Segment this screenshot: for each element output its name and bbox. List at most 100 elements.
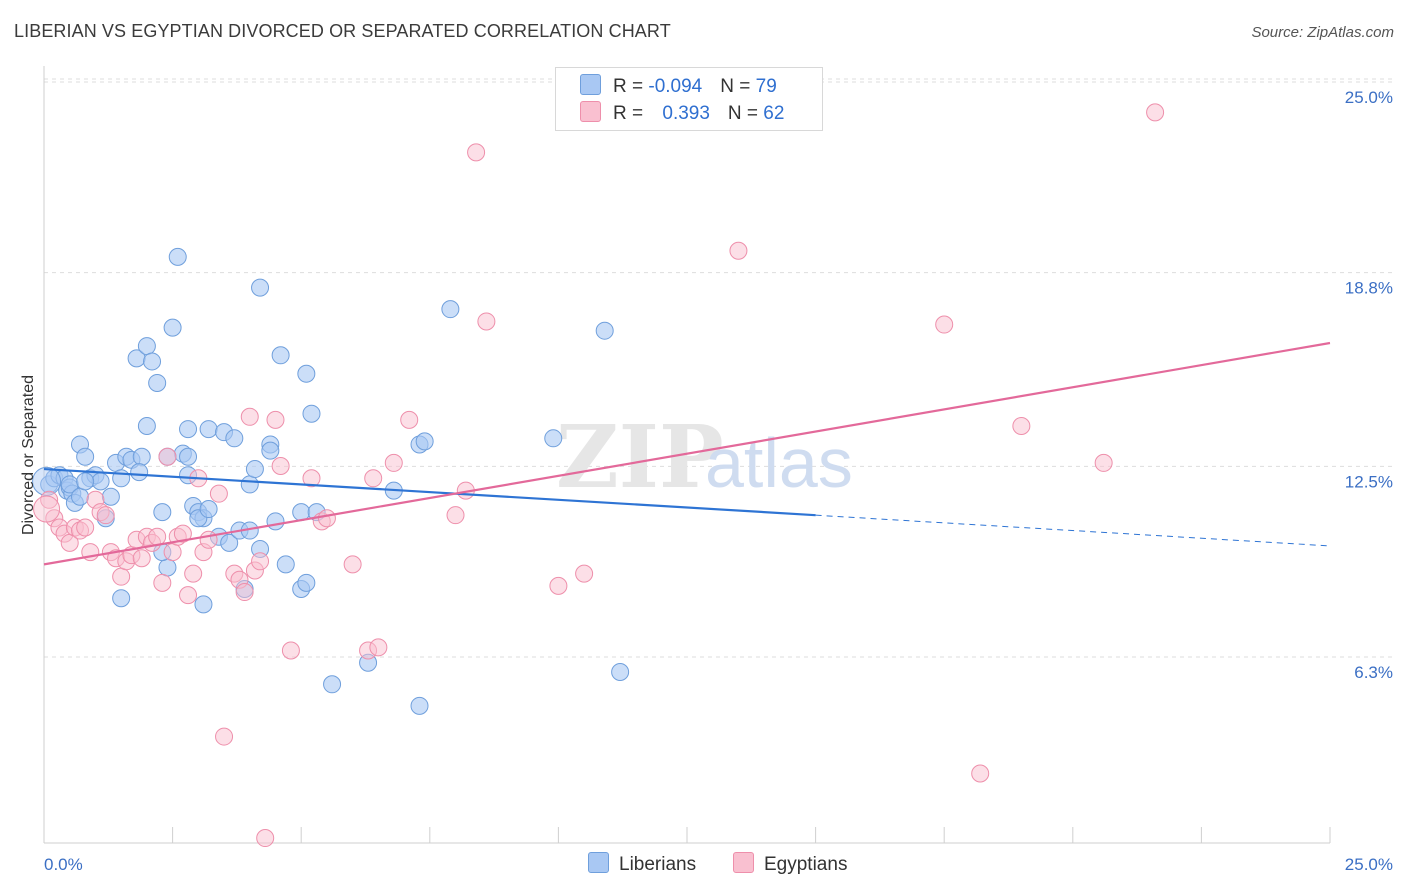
liberian-point xyxy=(112,589,131,608)
egyptian-point xyxy=(40,490,59,509)
liberian-point xyxy=(179,447,198,466)
liberian-point xyxy=(148,373,167,392)
egyptian-point xyxy=(235,583,254,602)
legend-n-value: 79 xyxy=(755,76,777,97)
egyptian-point xyxy=(163,543,182,562)
source-label: Source: ZipAtlas.com xyxy=(1251,24,1394,41)
liberian-point xyxy=(137,337,156,356)
egyptian-point xyxy=(112,567,131,586)
liberian-point xyxy=(143,352,162,371)
liberian-point xyxy=(251,278,270,297)
egyptian-point xyxy=(384,453,403,472)
egyptian-point xyxy=(729,241,748,260)
liberians-label: Liberians xyxy=(619,854,697,875)
liberian-point xyxy=(441,300,460,319)
egyptian-point xyxy=(240,407,259,426)
liberian-point xyxy=(132,447,151,466)
egyptian-point xyxy=(158,447,177,466)
liberian-point xyxy=(266,512,285,531)
egyptian-point xyxy=(369,638,388,657)
liberian-point xyxy=(199,420,218,439)
legend-r-label: R = xyxy=(613,76,649,97)
egyptian-point xyxy=(173,524,192,543)
x-tick-label: 0.0% xyxy=(44,855,83,874)
liberian-point xyxy=(297,364,316,383)
liberian-point xyxy=(158,558,177,577)
egyptian-point xyxy=(1012,417,1031,436)
egyptian-point xyxy=(96,506,115,525)
legend-row-egyptian: R = 0.393 N = 62 xyxy=(580,101,784,125)
liberian-trend-line xyxy=(43,467,816,517)
liberian-point xyxy=(323,675,342,694)
egyptian-point xyxy=(179,586,198,605)
egyptian-point xyxy=(148,527,167,546)
liberian-point xyxy=(415,432,434,451)
egyptian-point xyxy=(364,469,383,488)
liberian-point xyxy=(194,595,213,614)
liberian-point xyxy=(611,663,630,681)
liberian-trend-extension xyxy=(815,514,1331,547)
liberian-point xyxy=(595,321,614,340)
liberian-point xyxy=(91,472,110,491)
liberian-points xyxy=(32,247,630,715)
y-tick-label: 6.3% xyxy=(1354,663,1393,682)
egyptian-point xyxy=(317,509,336,528)
liberian-point xyxy=(240,475,259,494)
liberians-swatch xyxy=(588,852,609,873)
egyptian-point xyxy=(215,727,234,746)
egyptian-point xyxy=(400,410,419,429)
liberian-point xyxy=(225,429,244,448)
egyptian-point xyxy=(549,576,568,595)
liberian-point xyxy=(261,441,280,460)
liberian-point xyxy=(276,555,295,574)
liberian-point xyxy=(163,318,182,337)
egyptian-point xyxy=(281,641,300,660)
egyptian-point xyxy=(1094,453,1113,472)
liberian-point xyxy=(302,404,321,423)
legend-r-value: -0.094 xyxy=(648,76,703,97)
egyptians-label: Egyptians xyxy=(764,854,848,875)
y-tick-label: 18.8% xyxy=(1345,279,1393,298)
liberian-point xyxy=(199,500,218,519)
liberian-point xyxy=(245,460,264,479)
liberian-point xyxy=(271,346,290,365)
liberian-swatch xyxy=(580,74,601,95)
legend-item-liberians[interactable]: Liberians xyxy=(588,852,696,876)
liberian-point xyxy=(168,247,187,266)
egyptian-point xyxy=(256,829,275,848)
egyptian-swatch xyxy=(580,101,601,122)
liberian-point xyxy=(71,487,90,506)
correlation-legend: R = -0.094 N = 79 R = 0.393 N = 62 xyxy=(555,67,823,131)
egyptian-point xyxy=(935,315,954,334)
egyptian-point xyxy=(184,564,203,583)
legend-n-label: N = xyxy=(720,76,756,97)
tick-labels: 6.3% 12.5% 18.8% 25.0% 0.0% 25.0% xyxy=(44,88,1393,874)
liberian-point xyxy=(153,503,172,522)
liberian-point xyxy=(76,472,95,491)
zipatlas-watermark: ZIP atlas xyxy=(556,407,853,508)
liberian-point xyxy=(137,417,156,436)
egyptian-point xyxy=(467,143,486,162)
trend-lines xyxy=(43,341,1331,566)
egyptian-point xyxy=(209,484,228,503)
y-tick-label: 25.0% xyxy=(1345,88,1393,107)
legend-item-egyptians[interactable]: Egyptians xyxy=(733,852,847,876)
egyptian-point xyxy=(271,456,290,475)
egyptian-point xyxy=(575,564,594,583)
liberian-point xyxy=(544,429,563,448)
liberian-point xyxy=(220,533,239,552)
egyptian-point xyxy=(153,573,172,592)
egyptian-trend-line xyxy=(43,341,1331,566)
liberian-point xyxy=(76,447,95,466)
legend-r-value: 0.393 xyxy=(662,103,710,124)
egyptian-point xyxy=(343,555,362,574)
svg-text:atlas: atlas xyxy=(705,424,853,502)
legend-n-label: N = xyxy=(727,103,764,124)
egyptian-point xyxy=(446,506,465,525)
egyptians-swatch xyxy=(733,852,754,873)
legend-r-label: R = xyxy=(613,103,649,124)
egyptian-point xyxy=(76,518,95,537)
egyptian-point xyxy=(477,312,496,331)
legend-row-liberian: R = -0.094 N = 79 xyxy=(580,74,777,98)
